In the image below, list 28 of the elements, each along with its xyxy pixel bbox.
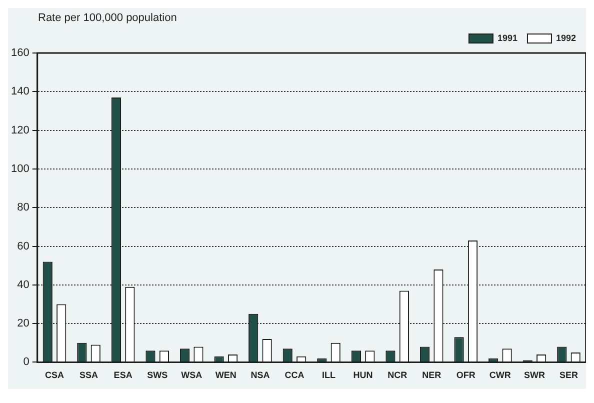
x-tick-label: NCR [388, 370, 408, 380]
x-tick-label: SSA [80, 370, 99, 380]
x-tick-label: SWS [147, 370, 168, 380]
x-tick-label: SWR [524, 370, 546, 380]
x-tick-label: SER [559, 370, 578, 380]
y-tick-label: 40 [17, 278, 30, 291]
y-tick-label: 80 [17, 202, 30, 214]
x-tick-label: CCA [284, 370, 305, 380]
x-tick-label: WSA [181, 370, 203, 380]
x-tick-label: CWR [489, 370, 512, 380]
y-tick-label: 0 [23, 356, 30, 368]
x-tick-label: NSA [250, 370, 270, 380]
x-tick-label: NER [422, 370, 442, 380]
x-tick-label: ILL [322, 370, 336, 380]
legend-label: 1992 [556, 32, 576, 43]
x-tick-label: CSA [44, 370, 64, 380]
y-tick-label: 60 [17, 240, 30, 252]
x-tick-label: WEN [215, 370, 236, 380]
y-tick-label: 100 [10, 162, 30, 175]
x-tick-label: OFR [456, 370, 476, 380]
x-tick-label: ESA [114, 370, 133, 380]
y-tick-label: 120 [10, 124, 30, 136]
x-tick-label: HUN [353, 370, 373, 380]
y-tick-label: 140 [10, 86, 30, 98]
legend-label: 1991 [497, 32, 518, 43]
y-tick-label: 20 [17, 318, 30, 330]
y-tick-label: 160 [10, 47, 30, 60]
y-axis-title: Rate per 100,000 population [37, 11, 178, 24]
